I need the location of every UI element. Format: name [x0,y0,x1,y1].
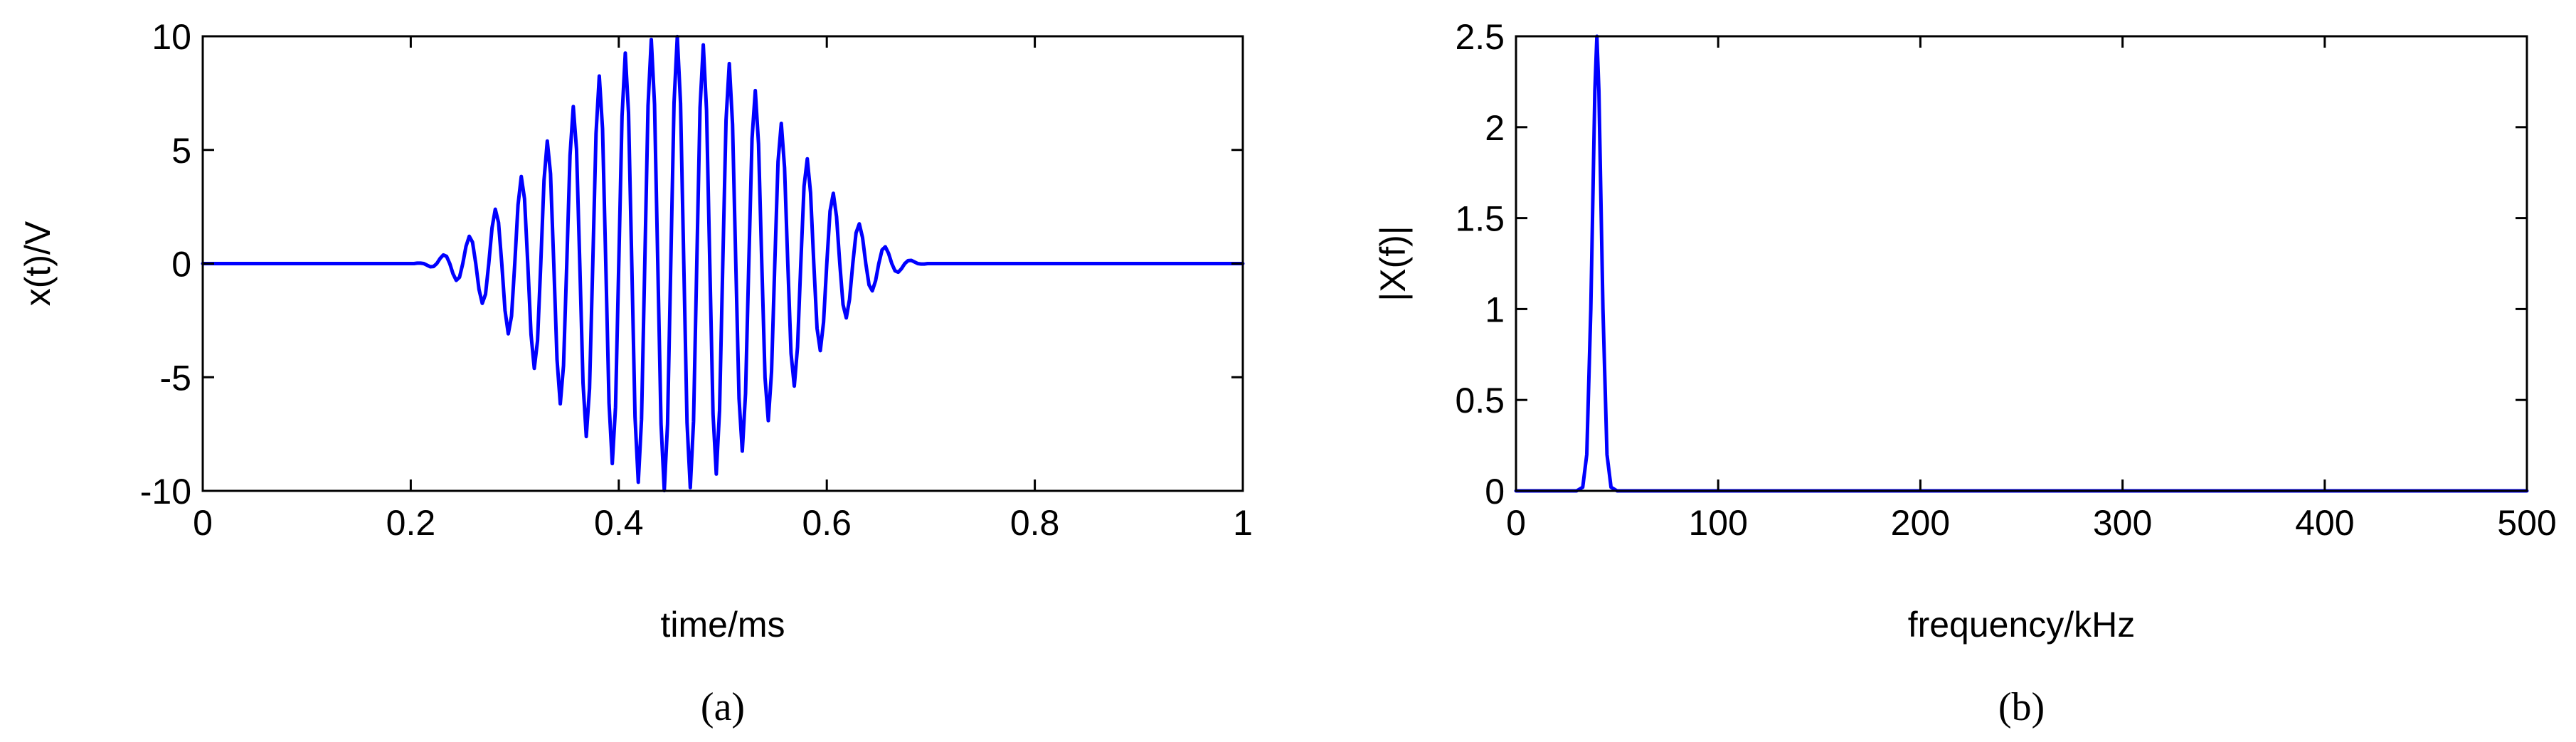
y-tick-label: 0.5 [1455,381,1505,420]
x-tick-label: 500 [2497,503,2556,543]
caption: (b) [1998,685,2045,729]
plot-area [1516,36,2527,491]
y-axis-label: x(t)/V [18,221,58,306]
x-tick-label: 0.4 [594,503,644,543]
caption: (a) [701,685,745,729]
x-tick-label: 100 [1688,503,1747,543]
x-axis-label: time/ms [661,605,785,645]
x-tick-label: 0 [193,503,213,543]
x-tick-label: 200 [1891,503,1950,543]
x-tick-label: 400 [2295,503,2354,543]
x-tick-label: 0.8 [1010,503,1060,543]
y-tick-label: 0 [1485,472,1505,512]
x-tick-label: 300 [2093,503,2152,543]
x-axis-label: frequency/kHz [1908,605,2136,645]
y-tick-label: -5 [160,358,191,398]
y-tick-label: 5 [171,131,191,171]
y-tick-label: 0 [171,245,191,285]
x-tick-label: 1 [1233,503,1253,543]
y-tick-label: 2 [1485,108,1505,148]
data-line [201,34,1245,493]
x-tick-label: 0.2 [386,503,436,543]
y-tick-label: 2.5 [1455,17,1505,57]
x-tick-label: 0.6 [802,503,852,543]
y-tick-label: 1.5 [1455,199,1505,239]
axes-box [1515,35,2528,492]
y-tick-label: 1 [1485,290,1505,329]
y-tick-label: 10 [152,17,191,57]
y-tick-label: -10 [140,472,191,512]
y-axis-label: |X(f)| [1373,226,1413,302]
x-tick-label: 0 [1506,503,1526,543]
